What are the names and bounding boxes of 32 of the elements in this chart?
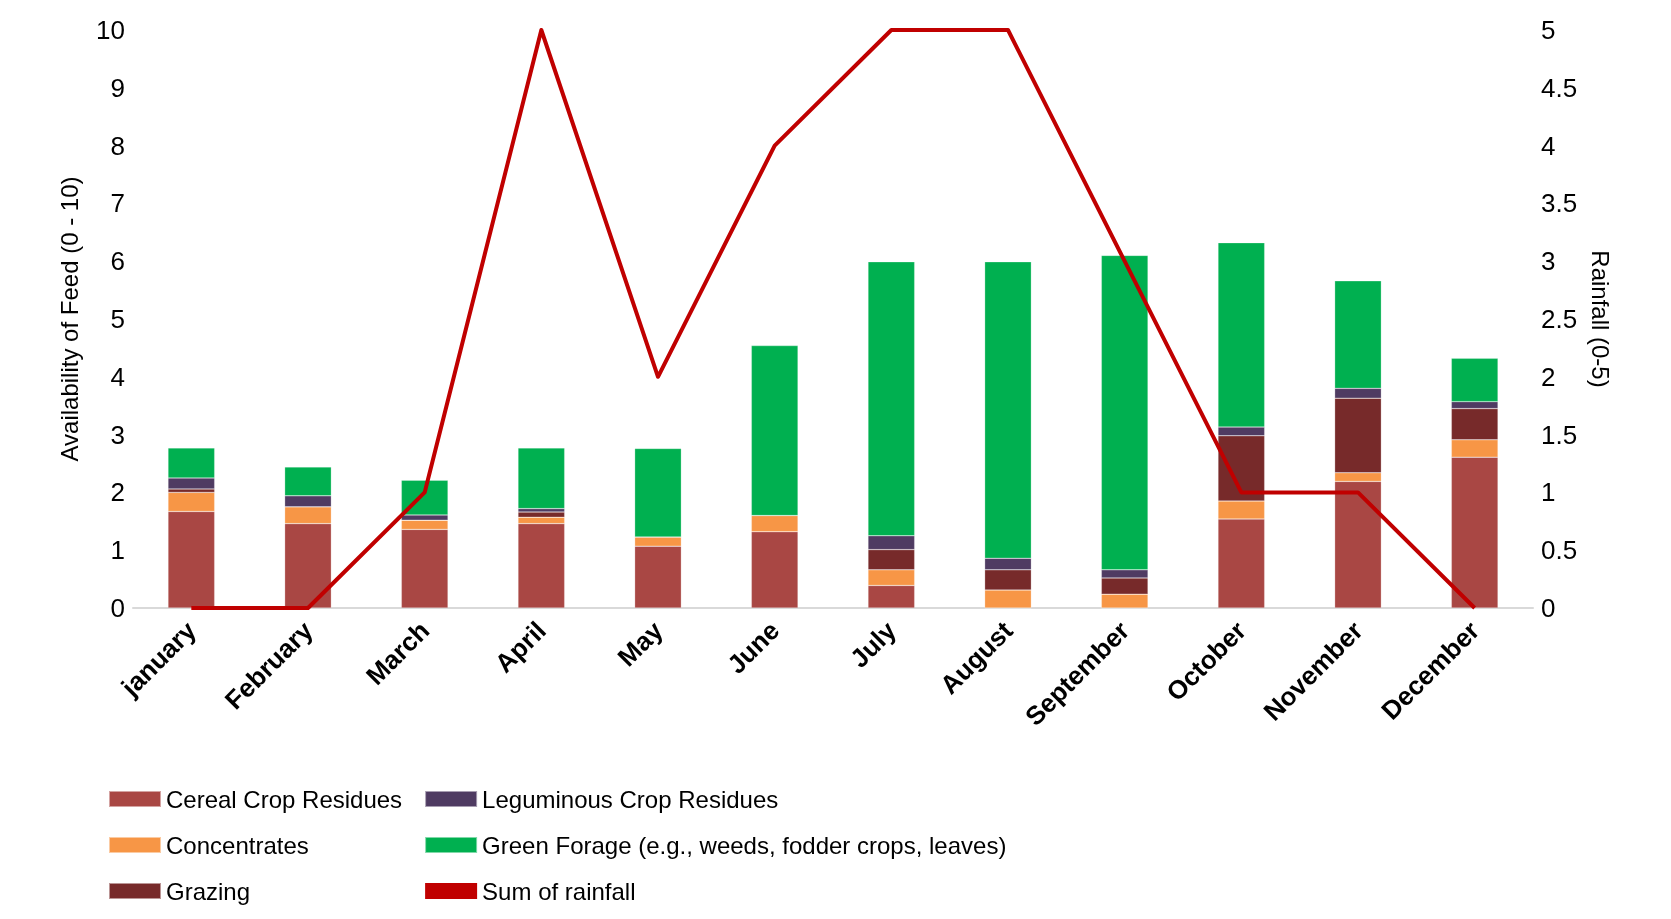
y-tick-label: 3 bbox=[110, 419, 125, 450]
y-tick-label: 10 bbox=[96, 15, 125, 45]
y2-tick-label: 4.5 bbox=[1541, 72, 1578, 103]
legend-label: Concentrates bbox=[166, 831, 309, 859]
x-tick-label: July bbox=[843, 615, 903, 674]
y2-tick-label: 0.5 bbox=[1541, 535, 1578, 566]
y2-tick-label: 0 bbox=[1541, 593, 1556, 623]
legend-label: Sum of rainfall bbox=[482, 877, 636, 905]
y2-axis-title: Rainfall (0-5) bbox=[1586, 250, 1614, 388]
y-tick-label: 8 bbox=[110, 130, 125, 161]
y2-tick-label: 1 bbox=[1541, 477, 1556, 508]
y-axis-title: Availability of Feed (0 - 10) bbox=[55, 176, 83, 462]
y2-tick-label: 4 bbox=[1541, 130, 1556, 161]
y-tick-label: 7 bbox=[110, 188, 125, 219]
y2-tick-label: 2.5 bbox=[1541, 304, 1578, 334]
legend-label: Green Forage (e.g., weeds, fodder crops, leaves) bbox=[482, 831, 1007, 859]
y-tick-label: 5 bbox=[110, 304, 125, 334]
y-tick-label: 2 bbox=[110, 477, 125, 508]
y2-tick-label: 3.5 bbox=[1541, 188, 1578, 219]
y-tick-label: 6 bbox=[110, 246, 125, 277]
legend-label: Leguminous Crop Residues bbox=[482, 785, 779, 813]
y-tick-label: 9 bbox=[110, 72, 125, 103]
y2-tick-label: 1.5 bbox=[1541, 419, 1578, 450]
legend-label: Cereal Crop Residues bbox=[166, 785, 403, 813]
y2-tick-label: 3 bbox=[1541, 246, 1556, 277]
y-tick-label: 4 bbox=[110, 361, 125, 392]
y2-tick-label: 2 bbox=[1541, 361, 1556, 392]
y-tick-label: 0 bbox=[110, 593, 125, 623]
y2-tick-label: 5 bbox=[1541, 15, 1556, 45]
legend-label: Grazing bbox=[166, 877, 251, 905]
x-tick-label: May bbox=[611, 615, 669, 673]
y-tick-label: 1 bbox=[110, 535, 125, 566]
